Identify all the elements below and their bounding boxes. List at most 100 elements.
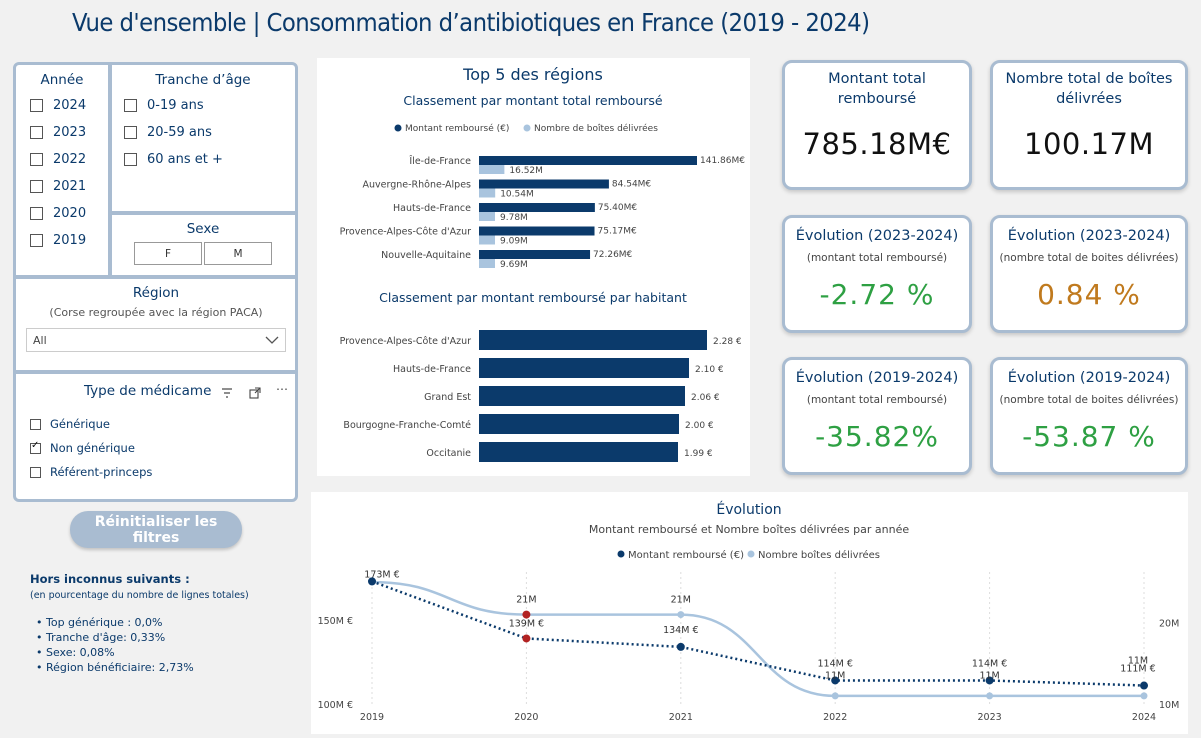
kpi-evo-2324-amount-title: Évolution (2023-2024) [795, 228, 959, 244]
divider-medicament [15, 370, 296, 374]
region-dropdown-value: All [33, 333, 47, 347]
age-option[interactable]: 60 ans et + [124, 146, 294, 173]
boxes-point [677, 611, 685, 619]
checkbox[interactable] [124, 153, 137, 166]
amount-data-label: 139M € [509, 618, 544, 629]
note-item: • Top générique : 0,0% [36, 616, 163, 629]
region-slicer-subtitle: (Corse regroupée avec la région PACA) [49, 306, 263, 319]
bar-boxes [479, 235, 495, 245]
checkbox[interactable] [124, 99, 137, 112]
age-option[interactable]: 0-19 ans [124, 92, 294, 119]
kpi-evo-1924-amount: Évolution (2019-2024) (montant total rem… [782, 357, 972, 475]
legend-label-boxes: Nombre de boîtes délivrées [534, 123, 658, 134]
boxes-series-line [371, 580, 1144, 698]
bar-per-inhabitant-label: 2.28 € [713, 337, 742, 347]
checkbox[interactable] [30, 180, 43, 193]
bar-per-inhabitant-label: 1.99 € [684, 449, 713, 459]
boxes-data-label: 11M [825, 670, 845, 681]
boxes-data-label: 11M [979, 670, 999, 681]
boxes-data-label: 11M [1128, 656, 1148, 667]
medicament-option[interactable]: Non générique [30, 436, 294, 460]
page-title: Vue d'ensemble | Consommation d’antibiot… [72, 8, 870, 37]
year-option-2022[interactable]: 2022 [30, 146, 108, 173]
age-option[interactable]: 20-59 ans [124, 119, 294, 146]
age-slicer-title: Tranche d’âge [155, 72, 251, 88]
checkbox[interactable] [30, 153, 43, 166]
year-option-label: 2019 [53, 233, 87, 248]
bar-per-inhabitant [479, 358, 689, 378]
amount-point [522, 634, 531, 643]
medicament-slicer: Type de médicame ⋯ Générique Non génériqu… [18, 374, 294, 484]
boxes-point [986, 692, 994, 700]
legend-label-amount: Montant remboursé (€) [405, 123, 509, 134]
year-option-2023[interactable]: 2023 [30, 119, 108, 146]
year-option-label: 2023 [53, 125, 87, 140]
kpi-evo-2324-amount: Évolution (2023-2024) (montant total rem… [782, 215, 972, 333]
note-item: • Sexe: 0,08% [36, 646, 115, 659]
checkbox-checked[interactable] [30, 440, 41, 454]
kpi-total-amount: Montant total remboursé 785.18M€ [782, 60, 972, 190]
region-dropdown[interactable]: All [26, 328, 286, 352]
notes-subtitle: (en pourcentage du nombre de lignes tota… [30, 590, 249, 601]
kpi-evo-2324-boxes: Évolution (2023-2024) (nombre total de b… [990, 215, 1188, 333]
top5-subtitle1: Classement par montant total remboursé [403, 93, 662, 108]
checkbox[interactable] [30, 99, 43, 112]
checkbox[interactable] [30, 207, 43, 220]
top5-chart: Top 5 des régions Classement par montant… [340, 65, 745, 462]
checkbox[interactable] [30, 418, 41, 430]
evolution-chart: Évolution Montant remboursé et Nombre bo… [318, 501, 1180, 723]
year-option-2019[interactable]: 2019 [30, 227, 108, 254]
kpi-evo-1924-boxes-sub: (nombre total de boites délivrées) [999, 394, 1179, 406]
medicament-option[interactable]: Référent-princeps [30, 460, 294, 484]
medicament-slicer-title: Type de médicame [84, 383, 212, 399]
region-slicer-title: Région [132, 285, 180, 301]
year-slicer-title: Année [40, 72, 84, 88]
kpi-evo-2324-amount-sub: (montant total remboursé) [806, 252, 948, 264]
age-option-label: 20-59 ans [147, 125, 212, 140]
amount-point [985, 676, 994, 685]
bar-boxes-label: 9.78M [500, 213, 528, 223]
note-item: • Tranche d'âge: 0,33% [36, 631, 166, 644]
sex-button-f[interactable]: F [134, 242, 202, 265]
bar-amount [479, 203, 595, 212]
bar-boxes [479, 188, 496, 198]
checkbox[interactable] [30, 126, 43, 139]
filter-icon[interactable] [221, 384, 233, 403]
kpi-evo-1924-boxes: Évolution (2019-2024) (nombre total de b… [990, 357, 1188, 475]
bar-boxes-label: 10.54M [500, 190, 534, 200]
year-option-label: 2022 [53, 152, 87, 167]
medicament-option[interactable]: Générique [30, 412, 294, 436]
bar-per-inhabitant [479, 386, 685, 406]
amount-data-label: 134M € [663, 625, 698, 636]
year-option-label: 2020 [53, 206, 87, 221]
kpi-evo-1924-amount-title: Évolution (2019-2024) [795, 370, 959, 386]
checkbox[interactable] [30, 234, 43, 247]
bar-boxes [479, 212, 495, 221]
more-options-icon[interactable]: ⋯ [276, 382, 288, 396]
year-option-2021[interactable]: 2021 [30, 173, 108, 200]
amount-series-line [371, 580, 1145, 687]
kpi-evo-1924-boxes-value: -53.87 % [1022, 420, 1156, 453]
bar-category-label: Grand Est [424, 392, 471, 403]
bar-boxes [479, 165, 505, 174]
top5-subtitle2: Classement par montant remboursé par hab… [379, 290, 687, 305]
bar-category-label: Île-de-France [408, 155, 471, 167]
bar-category-label: Occitanie [426, 448, 471, 459]
bar-category-label: Provence-Alpes-Côte d'Azur [340, 227, 471, 238]
kpi-evo-2324-amount-value: -2.72 % [819, 278, 935, 311]
year-option-2020[interactable]: 2020 [30, 200, 108, 227]
expand-icon[interactable] [249, 384, 261, 403]
amount-point [1140, 681, 1148, 690]
x-tick-label: 2023 [978, 712, 1002, 723]
sex-button-m[interactable]: M [204, 242, 272, 265]
reset-filters-button[interactable]: Réinitialiser les filtres [70, 511, 242, 548]
kpi-total-amount-title: Montant total remboursé [828, 71, 926, 107]
checkbox[interactable] [30, 466, 41, 478]
checkbox[interactable] [124, 126, 137, 139]
bar-per-inhabitant-label: 2.06 € [691, 393, 720, 403]
bar-per-inhabitant [479, 442, 678, 462]
year-option-2024[interactable]: 2024 [30, 92, 108, 119]
bar-boxes [479, 259, 495, 268]
legend-dot-amount [617, 550, 625, 558]
bar-amount-label: 75.17M€ [598, 227, 638, 237]
